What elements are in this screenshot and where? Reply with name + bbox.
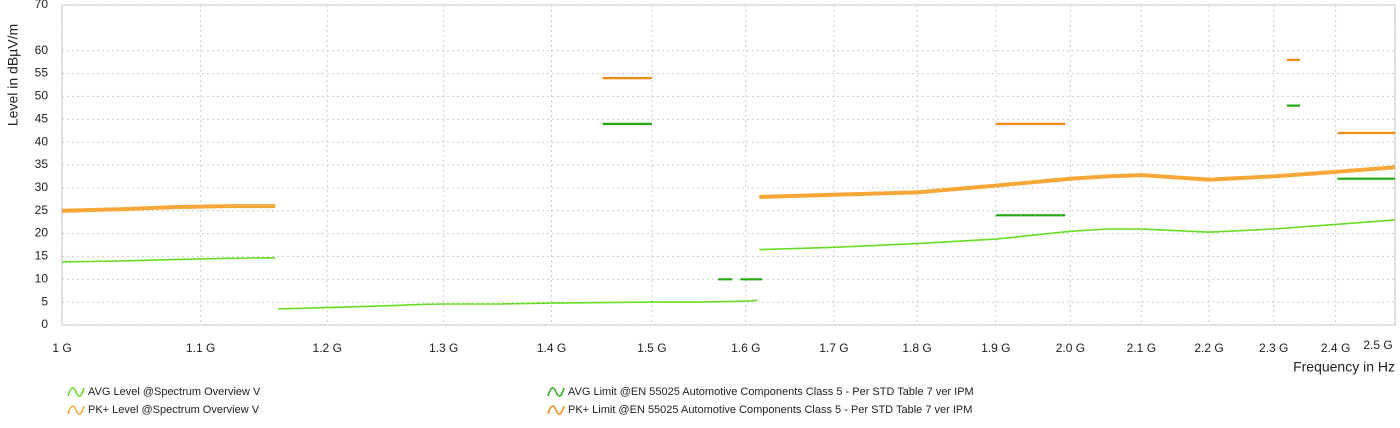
x-tick-label: 1 G: [52, 341, 71, 355]
y-tick-label: 35: [35, 157, 49, 171]
series-line: [61, 165, 1396, 213]
legend-swatch: [67, 405, 85, 415]
y-tick-label: 5: [41, 294, 48, 308]
x-tick-label: 1.2 G: [313, 341, 342, 355]
series-line: [602, 104, 1395, 281]
x-tick-label: 1.8 G: [902, 341, 931, 355]
legend-label: PK+ Limit @EN 55025 Automotive Component…: [568, 404, 972, 416]
x-tick-label: 2.2 G: [1194, 341, 1223, 355]
x-tick-label: 1.1 G: [186, 341, 215, 355]
x-tick-label: 1.5 G: [637, 341, 666, 355]
legend-label: PK+ Level @Spectrum Overview V: [88, 404, 260, 416]
x-tick-label: 2.1 G: [1127, 341, 1156, 355]
series-line: [602, 58, 1395, 135]
legend-swatch: [547, 387, 565, 397]
y-tick-label: 15: [35, 249, 49, 263]
y-tick-label: 70: [35, 0, 49, 11]
x-tick-label: 1.7 G: [819, 341, 848, 355]
x-tick-label: 2.0 G: [1056, 341, 1085, 355]
y-tick-label: 10: [35, 271, 49, 285]
legend-swatch: [67, 387, 85, 397]
y-axis-label: Level in dBµV/m: [5, 24, 21, 126]
legend-label: AVG Limit @EN 55025 Automotive Component…: [568, 386, 974, 398]
x-tick-label: 1.3 G: [429, 341, 458, 355]
x-tick-label: 2.3 G: [1259, 341, 1288, 355]
series-line: [61, 219, 1396, 310]
y-tick-label: 0: [41, 317, 48, 331]
y-tick-label: 60: [35, 43, 49, 57]
x-tick-label: 1.6 G: [731, 341, 760, 355]
y-tick-label: 50: [35, 89, 49, 103]
y-tick-label: 20: [35, 226, 49, 240]
y-tick-label: 25: [35, 203, 49, 217]
y-tick-label: 55: [35, 66, 49, 80]
x-tick-label: 2.4 G: [1321, 341, 1350, 355]
y-tick-label: 30: [35, 180, 49, 194]
legend-label: AVG Level @Spectrum Overview V: [88, 386, 261, 398]
x-axis-label: Frequency in Hz: [1293, 359, 1395, 375]
legend-swatch: [547, 405, 565, 415]
y-tick-label: 40: [35, 134, 49, 148]
y-tick-label: 45: [35, 111, 49, 125]
x-tick-label: 1.4 G: [537, 341, 566, 355]
x-tick-label: 2.5 G: [1363, 338, 1392, 352]
x-tick-label: 1.9 G: [981, 341, 1010, 355]
